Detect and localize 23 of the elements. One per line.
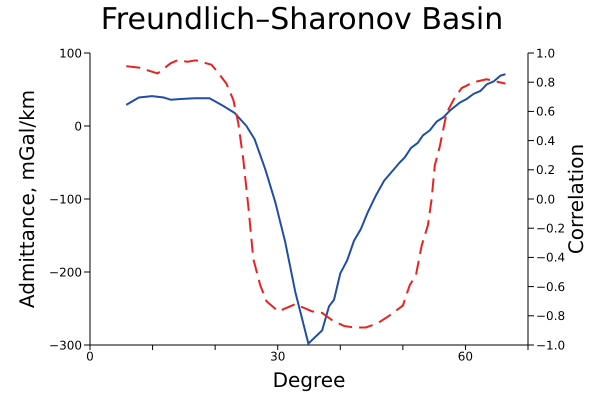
y-tick-label: −300 bbox=[49, 338, 82, 352]
y2-tick-label: −0.8 bbox=[536, 309, 566, 324]
y2-tick-label: 0.0 bbox=[536, 192, 556, 206]
x-tick-label: 30 bbox=[270, 350, 286, 364]
x-tick-label: 0 bbox=[86, 350, 94, 364]
y-tick-label: −100 bbox=[49, 192, 82, 206]
chart-title: Freundlich–Sharonov Basin bbox=[100, 2, 504, 37]
y2-tick-label: −0.6 bbox=[536, 280, 566, 294]
y-tick-label: 100 bbox=[59, 46, 82, 60]
y-axis-title: Admittance, mGal/km bbox=[15, 90, 40, 308]
x-tick-label: 60 bbox=[458, 350, 474, 364]
y2-tick-label: 0.2 bbox=[536, 163, 556, 178]
y2-tick-label: 0.8 bbox=[536, 75, 556, 90]
y2-axis-title: Correlation bbox=[564, 144, 588, 254]
y2-tick-label: 1.0 bbox=[536, 46, 556, 60]
y-tick-label: 0 bbox=[74, 119, 82, 134]
y-tick-label: −200 bbox=[49, 265, 82, 280]
y2-tick-label: 0.6 bbox=[536, 104, 556, 119]
y2-tick-label: −1.0 bbox=[536, 338, 566, 352]
y2-tick-label: −0.4 bbox=[536, 250, 566, 265]
y2-tick-label: 0.4 bbox=[536, 134, 556, 148]
x-axis-title: Degree bbox=[272, 368, 346, 392]
y2-tick-label: −0.2 bbox=[536, 221, 566, 236]
